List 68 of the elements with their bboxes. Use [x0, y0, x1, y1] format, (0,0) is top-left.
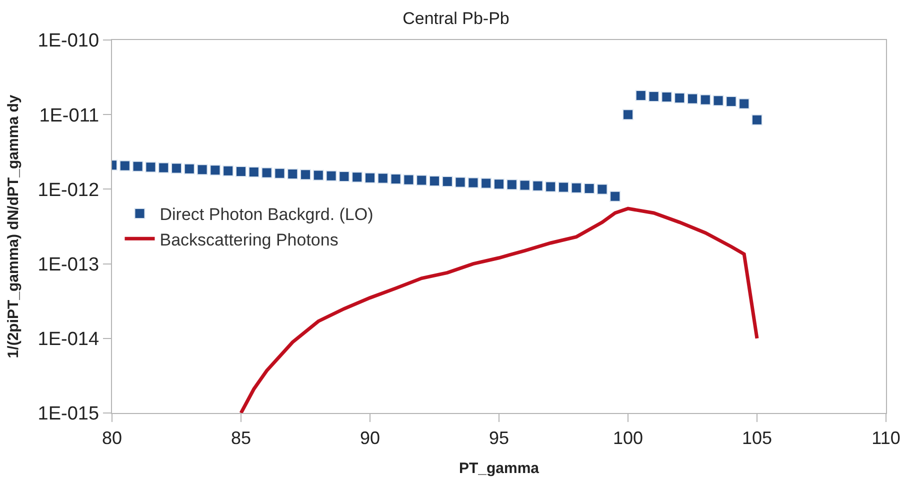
- point: [468, 177, 479, 188]
- point: [687, 93, 698, 104]
- point: [752, 114, 762, 126]
- point: [661, 92, 672, 103]
- point: [712, 95, 724, 106]
- point: [584, 183, 595, 194]
- x-tick-label: 110: [872, 428, 900, 448]
- point: [300, 169, 311, 180]
- point: [674, 92, 686, 104]
- point: [236, 166, 246, 177]
- point: [635, 90, 646, 102]
- x-tick-label: 90: [360, 428, 380, 448]
- point: [622, 109, 634, 120]
- point: [119, 160, 130, 172]
- legend-label: Direct Photon Backgrd. (LO): [160, 205, 374, 224]
- point: [338, 171, 350, 182]
- point: [377, 172, 388, 184]
- x-tick-label: 100: [612, 428, 644, 448]
- point: [610, 190, 621, 202]
- point: [738, 98, 750, 110]
- point: [287, 168, 298, 180]
- point: [429, 175, 440, 186]
- point: [570, 182, 582, 194]
- point: [158, 162, 170, 174]
- point: [648, 90, 660, 102]
- point: [494, 178, 504, 190]
- point: [145, 162, 156, 173]
- point: [596, 184, 608, 195]
- point: [184, 163, 195, 174]
- x-tick-label: 95: [488, 428, 510, 448]
- point: [274, 168, 286, 179]
- y-tick-label: 1E-011: [39, 105, 100, 126]
- y-tick-label: 1E-015: [38, 404, 100, 425]
- point: [171, 162, 182, 174]
- point: [700, 94, 711, 106]
- x-tick-label: 80: [102, 428, 122, 448]
- point: [261, 167, 272, 178]
- point: [312, 170, 324, 181]
- point: [364, 172, 376, 184]
- x-tick-label: 105: [742, 428, 772, 448]
- point: [352, 172, 363, 183]
- point: [196, 164, 208, 176]
- y-tick-label: 1E-014: [38, 329, 100, 350]
- legend-label: Backscattering Photons: [160, 230, 338, 250]
- chart-title: Central Pb-Pb: [402, 9, 510, 28]
- y-tick-label: 1E-010: [38, 30, 100, 52]
- point: [326, 170, 337, 182]
- point: [558, 182, 569, 193]
- point: [248, 166, 260, 178]
- point: [210, 164, 221, 176]
- point: [545, 181, 556, 192]
- point: [506, 179, 518, 190]
- point: [442, 176, 453, 187]
- point: [532, 180, 544, 192]
- y-tick-label: 1E-012: [38, 180, 100, 201]
- y-axis-title: 1/(2piPT_gamma) dN/dPT_gamma dy: [5, 94, 22, 358]
- point: [519, 180, 530, 191]
- point: [726, 96, 737, 107]
- point: [416, 174, 428, 186]
- y-tick-label: 1E-013: [38, 254, 100, 276]
- point: [132, 160, 144, 172]
- point: [454, 176, 466, 188]
- x-tick-label: 85: [230, 428, 252, 448]
- point: [403, 174, 414, 186]
- x-axis-title: PT_gamma: [458, 460, 540, 477]
- point: [390, 174, 402, 184]
- point: [480, 178, 492, 189]
- point: [222, 165, 234, 176]
